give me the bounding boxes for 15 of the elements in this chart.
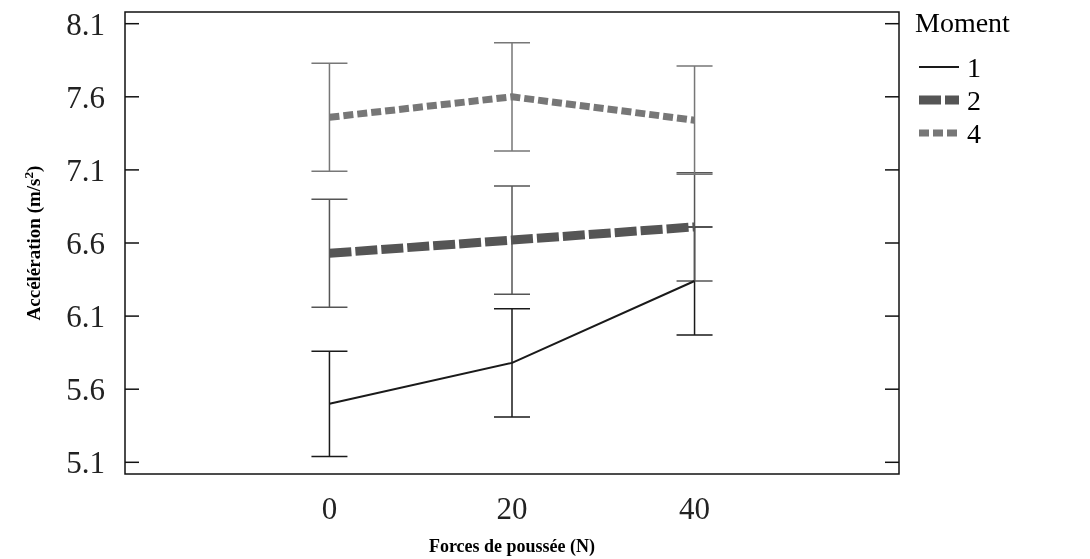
legend-title: Moment bbox=[915, 7, 1011, 38]
x-tick-label: 0 bbox=[321, 491, 338, 526]
legend-label: 2 bbox=[967, 84, 981, 116]
x-tick-label: 20 bbox=[496, 491, 528, 526]
y-tick-label: 5.1 bbox=[66, 445, 105, 481]
y-tick-label: 8.1 bbox=[66, 6, 105, 42]
x-axis-title: Forces de poussée (N) bbox=[428, 536, 596, 557]
y-tick-label: 7.6 bbox=[66, 79, 105, 115]
y-tick-label: 5.6 bbox=[66, 372, 105, 408]
legend-label: 1 bbox=[967, 51, 981, 83]
legend-label: 4 bbox=[967, 117, 981, 149]
y-tick-label: 6.6 bbox=[66, 225, 105, 261]
x-tick-label: 40 bbox=[679, 491, 711, 526]
y-tick-label: 7.1 bbox=[66, 152, 105, 188]
y-tick-label: 6.1 bbox=[66, 298, 105, 334]
